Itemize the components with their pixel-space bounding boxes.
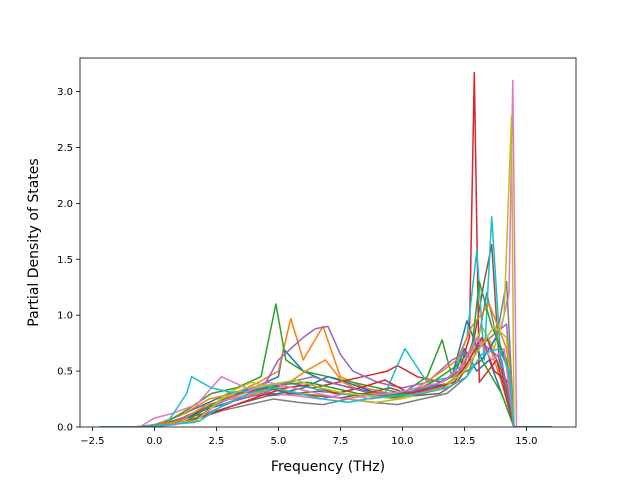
series-line-13 — [99, 280, 552, 427]
series-line-10 — [99, 216, 552, 427]
plot-frame — [79, 57, 577, 428]
x-tick-label: 2.5 — [208, 436, 224, 447]
series-line-7 — [99, 79, 552, 427]
x-axis-label: Frequency (THz) — [271, 459, 385, 475]
series-line-15 — [99, 342, 552, 427]
x-tick-label: 0.0 — [146, 436, 162, 447]
y-tick-label: 2.0 — [57, 199, 73, 210]
series-line-2 — [99, 317, 552, 427]
series-line-14 — [99, 336, 552, 427]
y-tick-label: 0.0 — [57, 423, 73, 434]
x-tick-label: 7.5 — [332, 436, 348, 447]
y-tick-label: 3.0 — [57, 87, 73, 98]
x-axis: −2.5 0.0 2.5 5.0 7.5 10.0 12.5 15.0 — [80, 427, 538, 447]
y-tick-label: 1.5 — [57, 255, 73, 266]
x-tick-label: 15.0 — [515, 436, 537, 447]
x-tick-label: −2.5 — [80, 436, 104, 447]
series-line-18 — [99, 325, 552, 427]
y-axis: 0.0 0.5 1.0 1.5 2.0 2.5 3.0 — [57, 87, 80, 434]
y-axis-label: Partial Density of States — [26, 158, 42, 326]
x-tick-label: 12.5 — [453, 436, 475, 447]
x-tick-label: 5.0 — [270, 436, 286, 447]
series-line-11 — [99, 320, 552, 427]
series-line-19 — [99, 347, 552, 427]
series-line-4 — [99, 71, 552, 427]
series-line-5 — [99, 323, 552, 427]
series-lines — [99, 71, 552, 427]
y-tick-label: 1.0 — [57, 311, 73, 322]
y-tick-label: 0.5 — [57, 367, 73, 378]
y-tick-label: 2.5 — [57, 143, 73, 154]
x-tick-label: 10.0 — [391, 436, 413, 447]
